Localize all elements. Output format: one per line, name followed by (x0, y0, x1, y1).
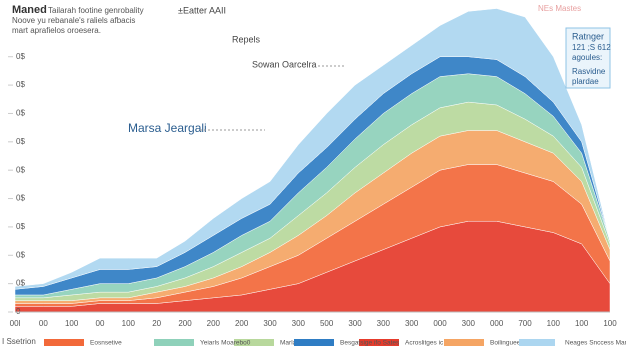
x-tick-label: 300 (462, 319, 476, 328)
x-tick-label: 000 (490, 319, 504, 328)
x-tick-label: 100 (547, 319, 561, 328)
x-tick-label: 100 (575, 319, 589, 328)
info-text: agoules: (572, 53, 602, 62)
x-tick-label: 500 (320, 319, 334, 328)
x-tick-label: 200 (235, 319, 249, 328)
info-text: plardae (572, 77, 599, 86)
x-tick-label: 300 (405, 319, 419, 328)
y-tick-label: 0$ (16, 109, 25, 118)
area (14, 8, 611, 290)
chart-title: Maned (12, 4, 47, 16)
legend-label: Boilinguees Inperts (490, 340, 546, 347)
x-tick-label: 20 (152, 319, 161, 328)
annotation: Sowan Oarcelra (252, 59, 317, 69)
legend-swatch (444, 339, 484, 346)
subtitle: Tailarah footine genrobality (48, 6, 144, 15)
x-tick-label: 000 (433, 319, 447, 328)
info-box (565, 27, 611, 89)
plot-area (14, 8, 611, 313)
y-tick-label: 0$ (16, 137, 25, 146)
legend-label: Eosnsetive (90, 340, 122, 347)
x-tick-label: 100 (65, 319, 79, 328)
x-tick-label: 00 (96, 319, 105, 328)
legend-swatch (154, 339, 194, 346)
x-tick-label: 00l (10, 319, 21, 328)
x-tick-label: 00 (39, 319, 48, 328)
legend-label: Acroslitges ic Beeles (405, 340, 466, 347)
x-tick-label: 200 (178, 319, 192, 328)
y-tick-label: 0$ (16, 80, 25, 89)
footer-label: I Ssetrion (2, 337, 36, 346)
x-tick-label: 200 (207, 319, 221, 328)
legend-swatch (44, 339, 84, 346)
info-text: Rasvidne (572, 67, 606, 76)
legend-swatch (519, 339, 555, 346)
legend-swatch (359, 339, 399, 346)
legend-label: Neages Snccess Mariss (565, 340, 626, 347)
x-tick-label: 300 (377, 319, 391, 328)
x-tick-label: 300 (292, 319, 306, 328)
legend-swatch (294, 339, 334, 346)
subtitle: Noove yu rebanale's raliels afbacis (12, 16, 135, 25)
x-tick-label: 100 (122, 319, 136, 328)
y-tick-label: 0$ (16, 279, 25, 288)
corner-label: NEs Mastes (538, 4, 581, 13)
x-tick-label: 300 (263, 319, 277, 328)
x-tick-label: 300 (348, 319, 362, 328)
y-tick-label: 0$ (16, 222, 25, 231)
y-tick-label: 0$ (16, 165, 25, 174)
y-tick-label: 0$ (16, 250, 25, 259)
subtitle: mart aprafielos oroesera. (12, 26, 101, 35)
legend-label: Besgatsige ifo Sates (340, 340, 400, 347)
header-label: ±Eatter AAII (178, 5, 226, 15)
y-tick-label: 0$ (16, 52, 25, 61)
annotation: Repels (232, 34, 261, 44)
legend-swatch (234, 339, 274, 346)
y-tick-label: 0$ (16, 194, 25, 203)
info-text: 121 ;S 612 (572, 43, 611, 52)
x-tick-label: 700 (518, 319, 532, 328)
x-tick-label: 100 (603, 319, 617, 328)
annotation: Marsa Jeargali (128, 121, 207, 135)
info-text: Ratnger (572, 31, 604, 41)
legend-label: Yeiarls Moarebo0 (200, 340, 251, 347)
legend-label: Marlan (280, 340, 300, 347)
